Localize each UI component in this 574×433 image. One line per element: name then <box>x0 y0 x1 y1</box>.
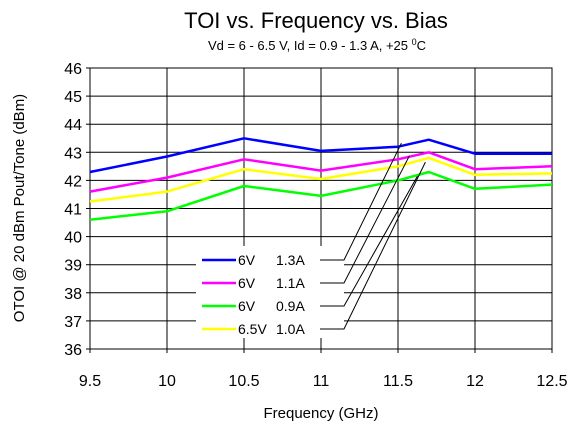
series-line-4 <box>89 156 553 203</box>
x-tick-labels: 9.5 10 10.5 11 11.5 12 12.5 <box>79 373 568 390</box>
legend-callout <box>320 161 426 330</box>
legend-label-voltage: 6V <box>238 298 256 314</box>
legend: 6V 1.3A 6V 1.1A 6V 0.9A 6.5V 1.0A <box>196 246 344 338</box>
legend-label-voltage: 6.5V <box>238 321 267 337</box>
legend-callout <box>320 155 410 284</box>
y-tick-label: 37 <box>64 314 82 331</box>
y-tick-label: 46 <box>64 61 82 78</box>
y-tick-label: 36 <box>64 342 82 359</box>
legend-label-current: 1.1A <box>276 275 305 291</box>
legend-callout-lines <box>320 142 426 330</box>
legend-callout <box>320 175 418 307</box>
subtitle-unit: C <box>417 38 426 53</box>
y-tick-label: 43 <box>64 145 82 162</box>
series-line-3 <box>89 170 553 221</box>
x-tick-label: 12 <box>466 373 484 390</box>
chart-title: TOI vs. Frequency vs. Bias <box>184 8 448 33</box>
x-tick-label: 11 <box>313 373 330 390</box>
legend-label-voltage: 6V <box>238 252 256 268</box>
x-tick-label: 9.5 <box>79 373 101 390</box>
legend-background <box>196 246 344 338</box>
chart-subtitle: Vd = 6 - 6.5 V, Id = 0.9 - 1.3 A, +25 0C <box>208 37 426 53</box>
x-tick-label: 11.5 <box>383 373 413 390</box>
y-tick-labels: 36 37 38 39 40 41 42 43 44 45 46 <box>64 61 82 359</box>
subtitle-main: Vd = 6 - 6.5 V, Id = 0.9 - 1.3 A, +25 <box>208 38 412 53</box>
y-tick-label: 39 <box>64 258 82 275</box>
legend-label-current: 1.3A <box>276 252 305 268</box>
legend-label-current: 0.9A <box>276 298 305 314</box>
y-tick-label: 41 <box>64 202 82 219</box>
y-axis-label: OTOI @ 20 dBm Pout/Tone (dBm) <box>11 94 28 322</box>
y-tick-label: 38 <box>64 286 82 303</box>
legend-label-voltage: 6V <box>238 275 256 291</box>
series-line-1 <box>89 137 552 174</box>
subtitle-superscript: 0 <box>412 37 417 47</box>
x-tick-label: 12.5 <box>536 373 567 390</box>
y-tick-label: 45 <box>64 89 82 106</box>
series-line-2 <box>89 151 553 193</box>
y-tick-label: 40 <box>64 230 82 247</box>
x-axis-label: Frequency (GHz) <box>263 405 378 422</box>
y-tick-label: 42 <box>64 173 82 190</box>
x-tick-label: 10.5 <box>228 373 259 390</box>
x-tick-label: 10 <box>158 373 176 390</box>
series-lines <box>89 137 553 221</box>
legend-label-current: 1.0A <box>276 321 305 337</box>
legend-callout <box>320 142 402 261</box>
y-tick-label: 44 <box>64 117 82 134</box>
